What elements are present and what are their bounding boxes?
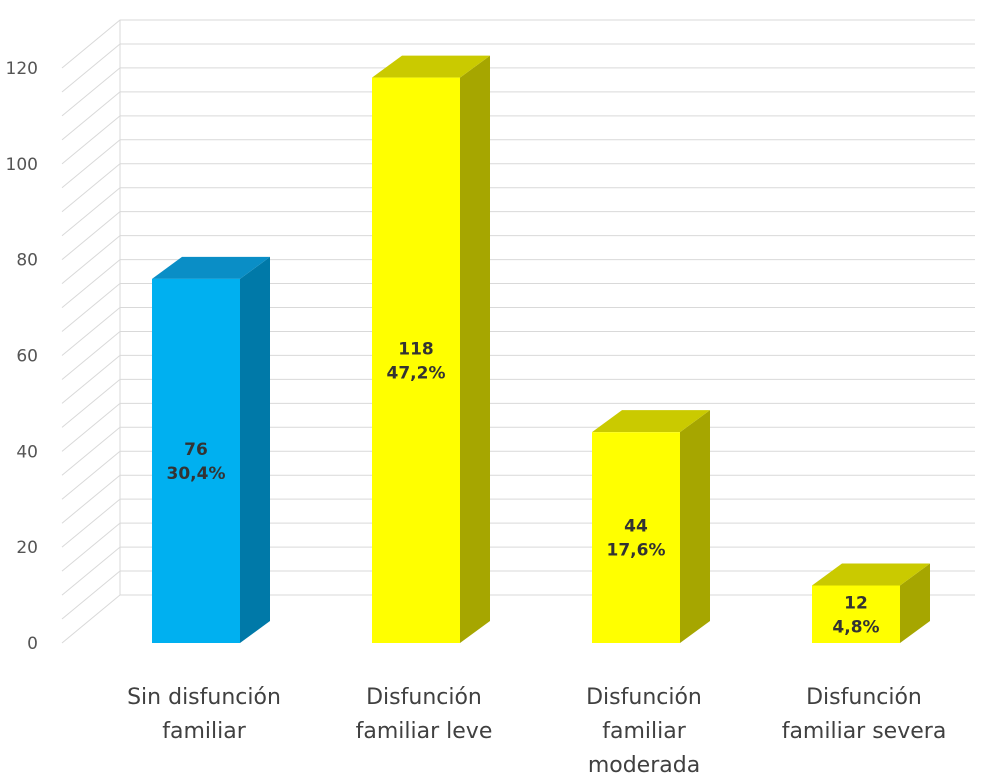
- bar-top: [812, 563, 930, 586]
- labels: 0 20 40 60 80 100 120 76 30,4% 118 47,2% 44 17,6% 12 4…: [6, 59, 947, 778]
- y-tick-label: 0: [27, 634, 38, 654]
- bar-top: [372, 55, 490, 78]
- category-label: moderada: [588, 753, 700, 778]
- bar-front: [152, 278, 240, 643]
- category-label: familiar leve: [356, 719, 493, 744]
- data-label-percent: 17,6%: [607, 541, 666, 561]
- bar: [372, 55, 490, 644]
- gridlines: [61, 19, 975, 644]
- bar-top: [592, 410, 710, 433]
- y-tick-label: 100: [6, 155, 38, 175]
- category-label: familiar: [602, 719, 686, 744]
- bar: [592, 410, 710, 643]
- bar-side: [900, 563, 930, 643]
- data-label-percent: 30,4%: [167, 464, 226, 484]
- y-tick-label: 120: [6, 59, 38, 79]
- data-label-percent: 4,8%: [832, 617, 879, 637]
- data-label-value: 12: [844, 593, 868, 613]
- bar-side: [680, 410, 710, 643]
- bar-side: [240, 256, 270, 643]
- category-label: familiar: [162, 719, 246, 744]
- data-label-value: 44: [624, 517, 648, 537]
- category-label: Sin disfunción: [127, 685, 281, 710]
- category-label: Disfunción: [366, 685, 482, 710]
- y-tick-label: 80: [16, 251, 38, 271]
- y-tick-label: 20: [16, 538, 38, 558]
- bar-side: [460, 55, 490, 644]
- category-label: familiar severa: [782, 719, 947, 744]
- y-tick-label: 60: [16, 347, 38, 367]
- bar-front: [812, 585, 900, 643]
- bars: [152, 55, 930, 644]
- data-label-percent: 47,2%: [387, 363, 446, 383]
- category-label: Disfunción: [806, 685, 922, 710]
- bar-front: [592, 432, 680, 643]
- category-label: Disfunción: [586, 685, 702, 710]
- bar-top: [152, 256, 270, 279]
- bar: [812, 563, 930, 643]
- data-label-value: 76: [184, 440, 208, 460]
- data-label-value: 118: [398, 339, 434, 359]
- bar-front: [372, 77, 460, 644]
- bar: [152, 256, 270, 643]
- y-tick-label: 40: [16, 442, 38, 462]
